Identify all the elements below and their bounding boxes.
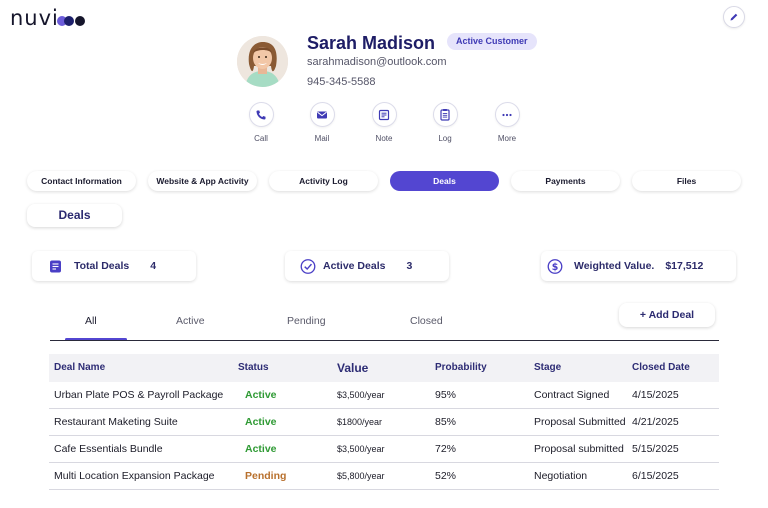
stage-cell: Proposal submitted bbox=[534, 443, 624, 455]
probability-cell: 95% bbox=[435, 389, 457, 401]
closed-date-cell: 6/15/2025 bbox=[632, 470, 679, 482]
value-cell: $5,800/year bbox=[337, 471, 385, 481]
tab-files[interactable]: Files bbox=[632, 171, 741, 191]
log-label: Log bbox=[438, 134, 452, 143]
subtab-closed[interactable]: Closed bbox=[410, 315, 443, 327]
total-deals-value: 4 bbox=[150, 260, 157, 272]
mail-label: Mail bbox=[314, 134, 330, 143]
column-header-stage[interactable]: Stage bbox=[534, 362, 562, 373]
tab-activity-log[interactable]: Activity Log bbox=[269, 171, 378, 191]
column-header-status[interactable]: Status bbox=[238, 362, 269, 373]
status-badge: Active Customer bbox=[447, 33, 537, 50]
table-row[interactable]: Urban Plate POS & Payroll Package Active… bbox=[49, 382, 719, 409]
table-row[interactable]: Restaurant Maketing Suite Active $1800/y… bbox=[49, 409, 719, 436]
subtab-all[interactable]: All bbox=[85, 315, 97, 327]
status-cell: Active bbox=[245, 443, 277, 455]
brand-wordmark: nuvi bbox=[10, 6, 59, 30]
column-header-closed-date[interactable]: Closed Date bbox=[632, 362, 690, 373]
subtab-active-indicator bbox=[65, 338, 127, 341]
total-deals-label: Total Deals bbox=[74, 260, 130, 272]
value-cell: $1800/year bbox=[337, 417, 383, 427]
column-header-probability[interactable]: Probability bbox=[435, 362, 487, 373]
deal-name-cell: Multi Location Expansion Package bbox=[54, 470, 215, 482]
column-header-value[interactable]: Value bbox=[337, 361, 369, 375]
weighted-value-amount: $17,512 bbox=[665, 260, 704, 272]
value-cell: $3,500/year bbox=[337, 444, 385, 454]
call-button[interactable]: Call bbox=[241, 102, 281, 143]
contact-phone[interactable]: 945-345-5588 bbox=[307, 76, 376, 88]
probability-cell: 72% bbox=[435, 443, 457, 455]
note-button[interactable]: Note bbox=[364, 102, 404, 143]
deals-table: Deal Name Status Value Probability Stage… bbox=[49, 354, 719, 490]
status-cell: Active bbox=[245, 416, 277, 428]
stack-icon bbox=[47, 258, 63, 274]
tab-website-app-activity[interactable]: Website & App Activity bbox=[148, 171, 257, 191]
clipboard-icon bbox=[440, 109, 450, 121]
deal-name-cell: Urban Plate POS & Payroll Package bbox=[54, 389, 224, 401]
avatar bbox=[237, 36, 288, 87]
tab-payments[interactable]: Payments bbox=[511, 171, 620, 191]
svg-text:$: $ bbox=[552, 261, 559, 272]
closed-date-cell: 5/15/2025 bbox=[632, 443, 679, 455]
pencil-icon bbox=[730, 13, 738, 21]
more-icon bbox=[502, 113, 512, 116]
closed-date-cell: 4/15/2025 bbox=[632, 389, 679, 401]
table-row[interactable]: Multi Location Expansion Package Pending… bbox=[49, 463, 719, 490]
status-cell: Pending bbox=[245, 470, 287, 482]
contact-email[interactable]: sarahmadison@outlook.com bbox=[307, 56, 447, 68]
more-button[interactable]: More bbox=[487, 102, 527, 143]
more-label: More bbox=[497, 134, 517, 143]
probability-cell: 52% bbox=[435, 470, 457, 482]
subtab-divider bbox=[50, 340, 719, 341]
status-cell: Active bbox=[245, 389, 277, 401]
column-header-deal-name[interactable]: Deal Name bbox=[54, 362, 106, 373]
edit-profile-button[interactable] bbox=[723, 6, 745, 28]
note-label: Note bbox=[375, 134, 393, 143]
active-deals-label: Active Deals bbox=[323, 260, 386, 272]
total-deals-card: Total Deals 4 bbox=[32, 251, 196, 281]
closed-date-cell: 4/21/2025 bbox=[632, 416, 679, 428]
note-icon bbox=[378, 109, 390, 120]
brand-logo[interactable]: nuvi bbox=[10, 6, 85, 30]
check-circle-icon bbox=[300, 258, 316, 274]
weighted-value-label: Weighted Value. bbox=[574, 260, 655, 272]
weighted-value-card: $ Weighted Value. $17,512 bbox=[541, 251, 736, 281]
mail-button[interactable]: Mail bbox=[302, 102, 342, 143]
contact-name: Sarah Madison bbox=[307, 33, 436, 53]
value-cell: $3,500/year bbox=[337, 390, 385, 400]
subtab-active[interactable]: Active bbox=[176, 315, 205, 327]
log-button[interactable]: Log bbox=[425, 102, 465, 143]
probability-cell: 85% bbox=[435, 416, 457, 428]
section-title: Deals bbox=[27, 204, 122, 227]
deal-name-cell: Restaurant Maketing Suite bbox=[54, 416, 178, 428]
mail-icon bbox=[317, 111, 327, 118]
phone-icon bbox=[256, 110, 266, 119]
call-label: Call bbox=[254, 134, 268, 143]
active-deals-card: Active Deals 3 bbox=[285, 251, 449, 281]
brand-logo-mark bbox=[56, 16, 85, 26]
table-row[interactable]: Cafe Essentials Bundle Active $3,500/yea… bbox=[49, 436, 719, 463]
tab-deals[interactable]: Deals bbox=[390, 171, 499, 191]
stage-cell: Proposal Submitted bbox=[534, 416, 626, 428]
subtab-pending[interactable]: Pending bbox=[287, 315, 326, 327]
add-deal-button[interactable]: + Add Deal bbox=[619, 303, 715, 327]
dollar-circle-icon: $ bbox=[547, 258, 563, 274]
stage-cell: Negotiation bbox=[534, 470, 588, 482]
deal-name-cell: Cafe Essentials Bundle bbox=[54, 443, 163, 455]
table-header: Deal Name Status Value Probability Stage… bbox=[49, 354, 719, 382]
active-deals-value: 3 bbox=[406, 260, 413, 272]
stage-cell: Contract Signed bbox=[534, 389, 610, 401]
tab-contact-information[interactable]: Contact Information bbox=[27, 171, 136, 191]
